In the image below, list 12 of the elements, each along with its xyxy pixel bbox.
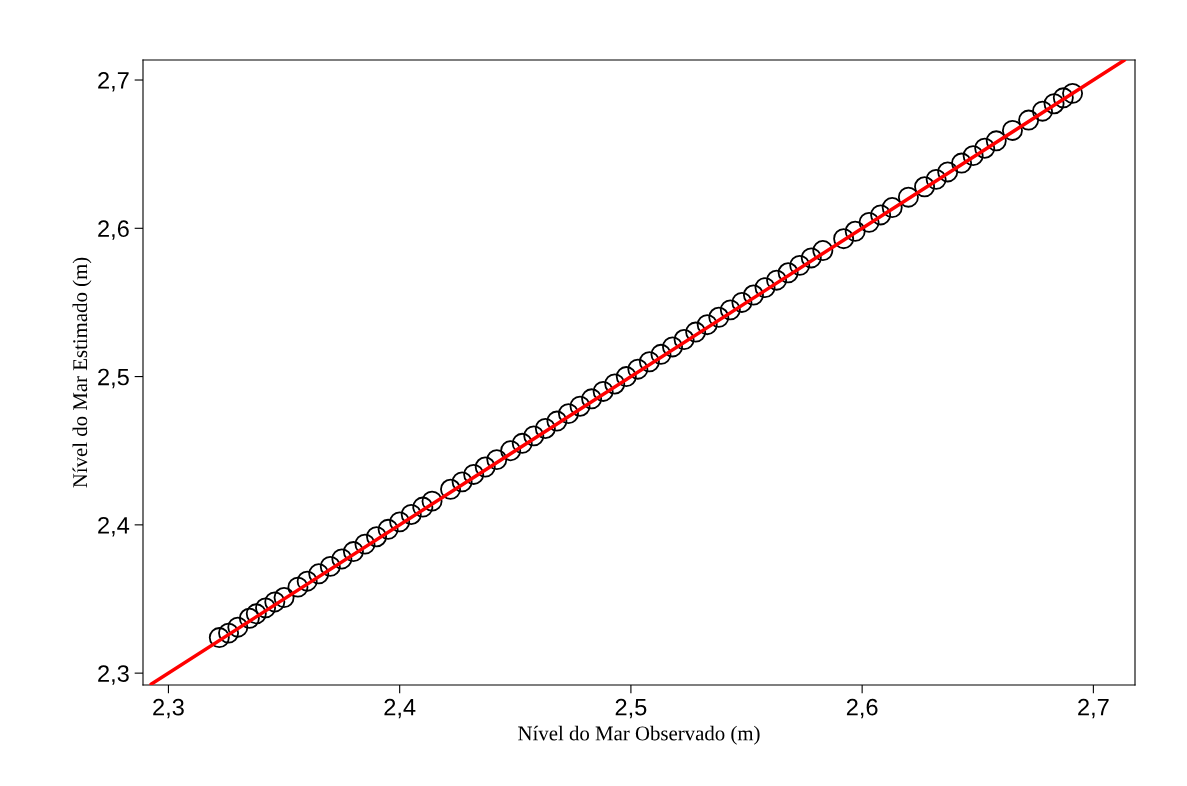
x-tick-label: 2,5 [615,698,647,719]
y-tick-label: 2,5 [98,368,129,389]
y-tick-label: 2,4 [98,516,130,537]
y-axis-title: Nível do Mar Estimado (m) [72,257,92,488]
x-tick-label: 2,7 [1078,698,1109,719]
x-tick-label: 2,4 [384,698,416,719]
y-tick-label: 2,7 [98,72,129,92]
x-tick-label: 2,3 [153,698,184,719]
x-axis-title: Nível do Mar Observado (m) [518,725,760,745]
y-tick-label: 2,6 [98,220,129,240]
x-tick-label: 2,6 [846,698,878,719]
y-tick-label: 2,3 [98,665,129,685]
